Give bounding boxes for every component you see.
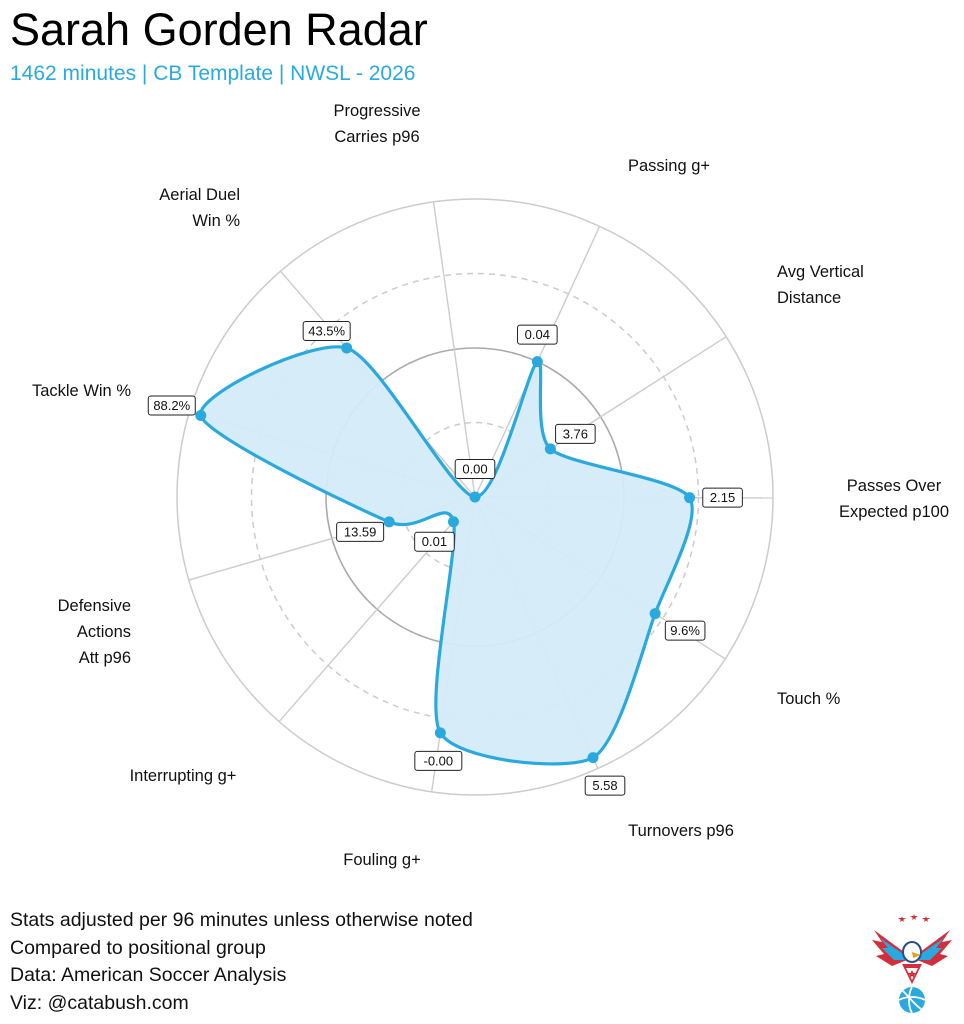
value-label-text: 3.76 xyxy=(563,426,588,441)
data-point-3 xyxy=(544,443,556,455)
value-label-text: 88.2% xyxy=(153,398,190,413)
category-label-8: Interrupting g+ xyxy=(130,767,237,785)
value-label-box xyxy=(664,620,706,641)
value-label-7: -0.00 xyxy=(414,750,463,771)
value-label-box xyxy=(555,423,596,444)
category-label-7: Fouling g+ xyxy=(343,851,421,869)
value-label-text: 0.01 xyxy=(422,534,447,549)
value-label-2: 0.04 xyxy=(517,324,558,345)
value-label-box xyxy=(454,459,496,479)
value-label-8: 0.01 xyxy=(414,531,455,552)
value-label-3: 3.76 xyxy=(555,423,596,444)
value-label-box xyxy=(517,324,558,345)
category-label-10: Tackle Win % xyxy=(32,382,131,400)
value-label-text: 13.59 xyxy=(344,524,377,539)
value-label-box xyxy=(302,320,351,341)
value-label-box xyxy=(584,775,626,796)
value-label-box xyxy=(414,750,463,771)
data-point-10 xyxy=(195,410,207,422)
value-label-text: 9.6% xyxy=(670,623,700,638)
value-labels: 0.00 0.04 3.76 2.15 9.6% 5.58 -0.00 0.01 13.59 88… xyxy=(147,320,743,796)
category-labels: Progressive Carries p96 Passing g+ Avg Vert… xyxy=(32,102,949,869)
value-label-text: -0.00 xyxy=(424,753,454,768)
category-label-5: Touch % xyxy=(777,690,841,708)
grid-ring-75 xyxy=(250,272,700,722)
category-label-9: Defensive Actions Att p96 xyxy=(58,597,131,667)
value-label-box xyxy=(702,487,743,508)
eagle-soccer-logo-icon xyxy=(872,914,952,1014)
value-label-9: 13.59 xyxy=(336,521,385,542)
grid-spoke xyxy=(432,201,476,498)
value-label-box xyxy=(147,395,196,416)
category-label-11: Aerial Duel Win % xyxy=(159,186,240,230)
radar-points xyxy=(195,342,696,764)
data-point-7 xyxy=(434,727,446,739)
value-label-10: 88.2% xyxy=(147,395,196,416)
value-label-text: 5.58 xyxy=(592,778,617,793)
chart-subtitle: 1462 minutes | CB Template | NWSL - 2026 xyxy=(10,62,416,85)
value-label-6: 5.58 xyxy=(584,775,626,796)
data-point-5 xyxy=(649,608,661,620)
value-label-text: 43.5% xyxy=(308,323,345,338)
footer-line-adjusted: Stats adjusted per 96 minutes unless oth… xyxy=(10,909,473,931)
data-point-9 xyxy=(383,516,395,528)
value-label-5: 9.6% xyxy=(664,620,706,641)
value-label-text: 0.00 xyxy=(462,462,487,477)
value-label-1: 0.00 xyxy=(454,459,496,479)
value-label-11: 43.5% xyxy=(302,320,351,341)
data-point-2 xyxy=(531,356,543,368)
footer-line-data-source: Data: American Soccer Analysis xyxy=(10,964,287,986)
footer-line-compared: Compared to positional group xyxy=(10,936,266,959)
category-label-2: Passing g+ xyxy=(628,157,710,175)
data-point-11 xyxy=(341,342,353,354)
category-label-3: Avg Vertical Distance xyxy=(777,263,864,307)
category-label-1: Progressive Carries p96 xyxy=(333,102,420,146)
value-label-box xyxy=(414,531,455,552)
category-label-6: Turnovers p96 xyxy=(628,822,734,840)
radar-chart: 0.00 0.04 3.76 2.15 9.6% 5.58 -0.00 0.01 13.59 88… xyxy=(32,102,949,869)
category-label-4: Passes Over Expected p100 xyxy=(839,477,949,521)
value-label-box xyxy=(336,521,385,542)
grid-ring-100 xyxy=(176,198,774,796)
value-label-text: 0.04 xyxy=(525,327,550,342)
data-point-1 xyxy=(469,491,481,503)
data-point-6 xyxy=(587,752,599,764)
footer-notes: Stats adjusted per 96 minutes unless oth… xyxy=(10,907,473,1017)
chart-title: Sarah Gorden Radar xyxy=(10,4,428,55)
data-point-8 xyxy=(447,516,459,528)
value-label-4: 2.15 xyxy=(702,487,743,508)
value-label-text: 2.15 xyxy=(710,490,735,505)
data-point-4 xyxy=(684,492,696,504)
footer-line-viz-credit: Viz: @catabush.com xyxy=(10,991,189,1014)
